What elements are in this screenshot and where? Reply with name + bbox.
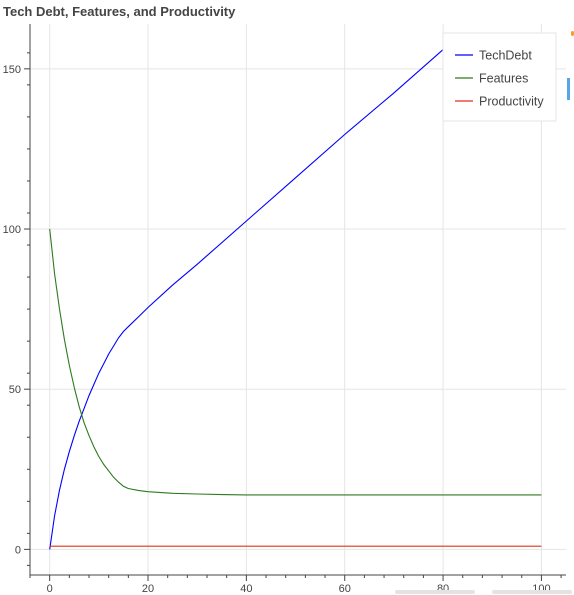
grid [30,24,566,575]
y-tick-label: 50 [9,384,21,396]
legend-box [442,32,557,122]
x-tick-label: 60 [339,583,351,595]
series-line-techdebt [49,49,444,550]
series-group [49,49,542,550]
legend-label-features: Features [479,72,528,86]
scrollbar-thumb[interactable] [395,590,475,594]
x-tick-label: 0 [47,583,53,595]
toolbar-logo-icon[interactable] [571,31,574,36]
x-tick-label: 40 [240,583,252,595]
y-tick-label: 150 [3,64,21,76]
x-tick-label: 20 [142,583,154,595]
y-tick-label: 0 [15,544,21,556]
series-line-features [49,228,542,496]
chart-title: Tech Debt, Features, and Productivity [3,4,236,19]
legend-label-productivity: Productivity [479,95,544,109]
legend: TechDebt Features Productivity [442,32,557,122]
y-tick-label: 100 [3,224,21,236]
legend-label-techdebt: TechDebt [479,49,532,63]
scrollbar-thumb[interactable] [492,590,572,594]
toolbar-accent-icon[interactable] [567,78,570,100]
